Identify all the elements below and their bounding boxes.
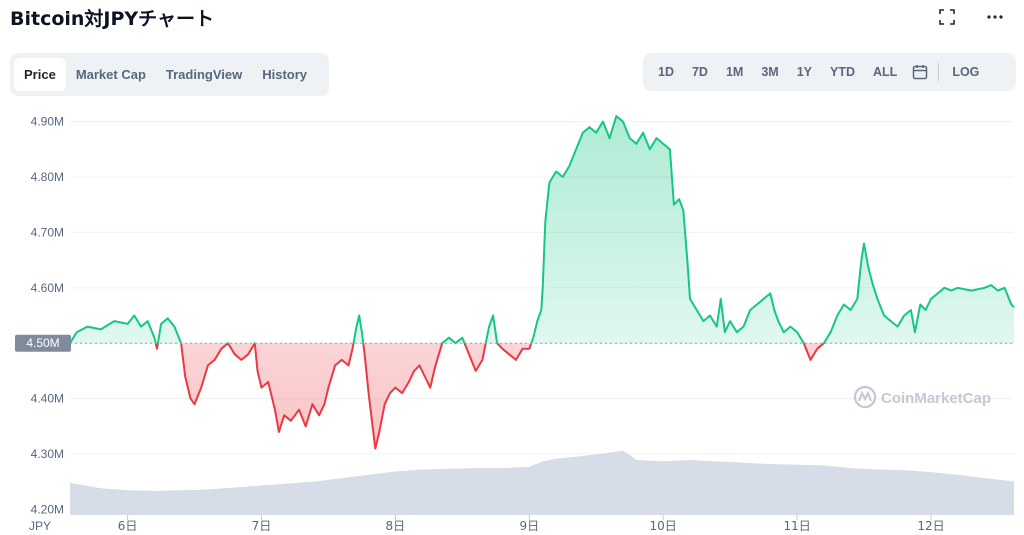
price-area-down <box>155 343 824 449</box>
price-line-down <box>70 343 826 450</box>
reference-badge: 4.50M <box>15 334 71 352</box>
price-line <box>69 115 1015 450</box>
range-all-button[interactable]: ALL <box>873 65 898 79</box>
y-tick-label: 4.60M <box>31 281 64 295</box>
range-1d-button[interactable]: 1D <box>658 65 674 79</box>
log-scale-toggle[interactable]: LOG <box>952 65 980 79</box>
chart-tab-group: Price Market Cap TradingView History <box>10 53 329 96</box>
coinmarketcap-logo-icon <box>853 385 877 409</box>
y-axis: 4.90M 4.80M 4.70M 4.60M 4.40M 4.30M 4.20M <box>31 115 64 517</box>
y-tick-label: 4.30M <box>31 447 64 461</box>
range-ytd-button[interactable]: YTD <box>830 65 856 79</box>
calendar-icon[interactable] <box>906 58 934 86</box>
header-actions <box>936 8 1006 30</box>
y-tick-label: 4.20M <box>31 502 64 516</box>
x-tick-label: 9日 <box>519 519 539 533</box>
tab-history[interactable]: History <box>262 67 308 82</box>
x-tick-label: 10日 <box>650 519 677 533</box>
more-icon[interactable] <box>984 8 1006 30</box>
range-divider <box>938 63 940 81</box>
volume-bars <box>70 450 1014 515</box>
watermark: CoinMarketCap <box>853 385 991 409</box>
range-7d-button[interactable]: 7D <box>691 65 708 79</box>
reference-badge-label: 4.50M <box>26 336 59 350</box>
x-tick-label: 7日 <box>252 519 272 533</box>
reference-badge-bg <box>15 334 71 352</box>
x-axis: JPY 6日 7日 8日 9日 10日 11日 12日 <box>29 515 945 533</box>
tab-tradingview[interactable]: TradingView <box>165 67 243 82</box>
x-tick-label: 11日 <box>783 519 810 533</box>
y-tick-label: 4.40M <box>31 392 64 406</box>
range-1y-button[interactable]: 1Y <box>796 65 813 79</box>
page-title: Bitcoin対JPYチャート <box>10 8 214 30</box>
x-axis-currency-label: JPY <box>29 519 51 533</box>
range-1m-button[interactable]: 1M <box>725 65 744 79</box>
y-tick-label: 4.70M <box>31 225 64 239</box>
time-range-group: 1D 7D 1M 3M 1Y YTD ALL LOG <box>643 53 1016 91</box>
price-area-up <box>70 116 1014 344</box>
y-tick-label: 4.90M <box>31 115 64 129</box>
fullscreen-icon[interactable] <box>936 8 958 30</box>
range-3m-button[interactable]: 3M <box>761 65 779 79</box>
price-line-up <box>69 115 1015 344</box>
tab-price[interactable]: Price <box>14 58 66 91</box>
tab-market-cap[interactable]: Market Cap <box>75 67 146 82</box>
y-tick-label: 4.80M <box>31 170 64 184</box>
watermark-text: CoinMarketCap <box>881 390 991 407</box>
x-tick-label: 8日 <box>386 519 406 533</box>
x-tick-label: 12日 <box>917 519 944 533</box>
price-area <box>70 116 1014 449</box>
x-tick-label: 6日 <box>118 519 138 533</box>
price-chart[interactable]: CoinMarketCap 4.90M4.80M4.70M4.60M4.40M4… <box>0 100 1024 535</box>
volume-area <box>70 450 1014 515</box>
